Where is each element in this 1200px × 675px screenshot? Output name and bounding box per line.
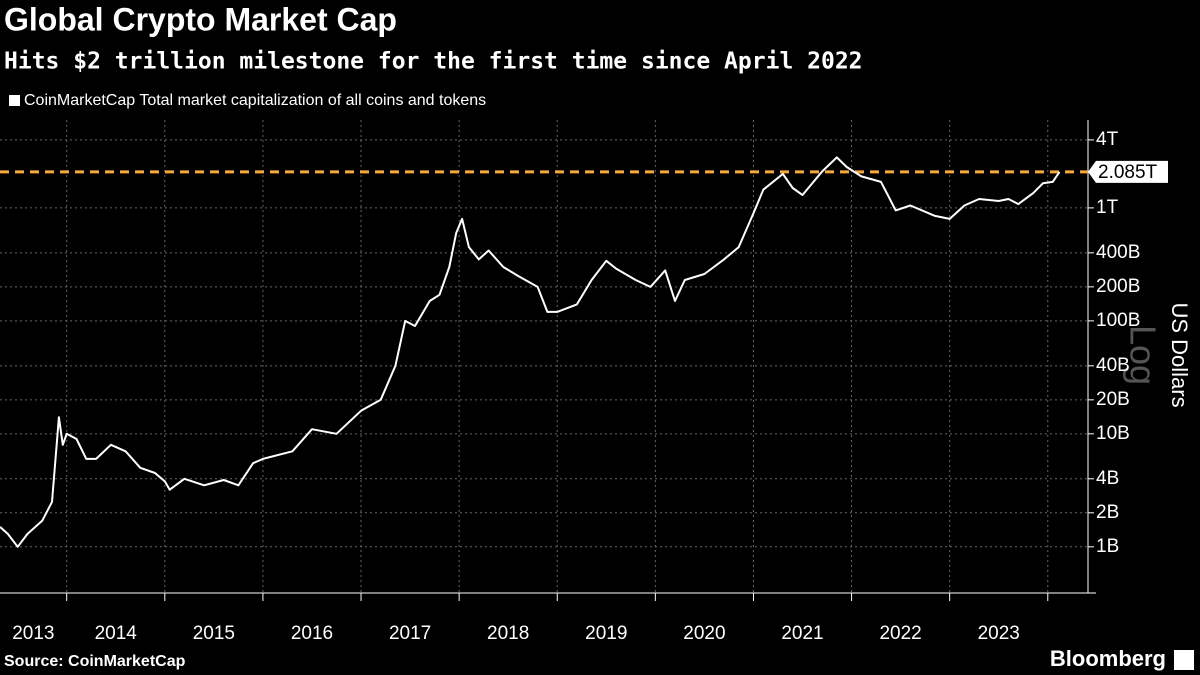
legend-label: CoinMarketCap Total market capitalizatio… bbox=[24, 92, 486, 109]
x-tick-label: 2015 bbox=[193, 623, 235, 644]
legend-swatch bbox=[9, 95, 20, 106]
y-tick-label: 400B bbox=[1096, 242, 1140, 263]
y-tick-label: 4B bbox=[1096, 468, 1119, 489]
reference-label: 2.085T bbox=[1098, 162, 1158, 183]
x-tick-label: 2014 bbox=[95, 623, 138, 644]
y-tick-label: 1T bbox=[1096, 197, 1119, 218]
x-tick-label: 2018 bbox=[487, 623, 529, 644]
y-axis-label: US Dollars bbox=[1167, 302, 1192, 407]
x-tick-label: 2013 bbox=[12, 623, 54, 644]
y-tick-label: 10B bbox=[1096, 423, 1130, 444]
y-tick-label: 200B bbox=[1096, 276, 1140, 297]
y-tick-label: 1B bbox=[1096, 536, 1119, 557]
x-tick-label: 2023 bbox=[978, 623, 1020, 644]
y-tick-label: 2B bbox=[1096, 502, 1119, 523]
chart-subtitle: Hits $2 trillion milestone for the first… bbox=[4, 49, 863, 75]
brand-logo bbox=[1174, 650, 1194, 670]
x-tick-label: 2022 bbox=[879, 623, 921, 644]
y-tick-label: 40B bbox=[1096, 355, 1130, 376]
chart-title: Global Crypto Market Cap bbox=[4, 1, 397, 37]
source: Source: CoinMarketCap bbox=[4, 653, 186, 670]
series-line bbox=[0, 156, 1061, 548]
x-tick-label: 2020 bbox=[683, 623, 725, 644]
x-tick-label: 2017 bbox=[389, 623, 431, 644]
y-tick-label: 4T bbox=[1096, 129, 1119, 150]
reference-label-box bbox=[1088, 160, 1168, 183]
brand: Bloomberg bbox=[1050, 646, 1166, 671]
y-tick-label: 100B bbox=[1096, 310, 1140, 331]
x-tick-label: 2021 bbox=[781, 623, 823, 644]
scale-label: Log bbox=[1122, 325, 1163, 385]
x-tick-label: 2016 bbox=[291, 623, 333, 644]
y-tick-label: 20B bbox=[1096, 389, 1130, 410]
x-tick-label: 2019 bbox=[585, 623, 627, 644]
